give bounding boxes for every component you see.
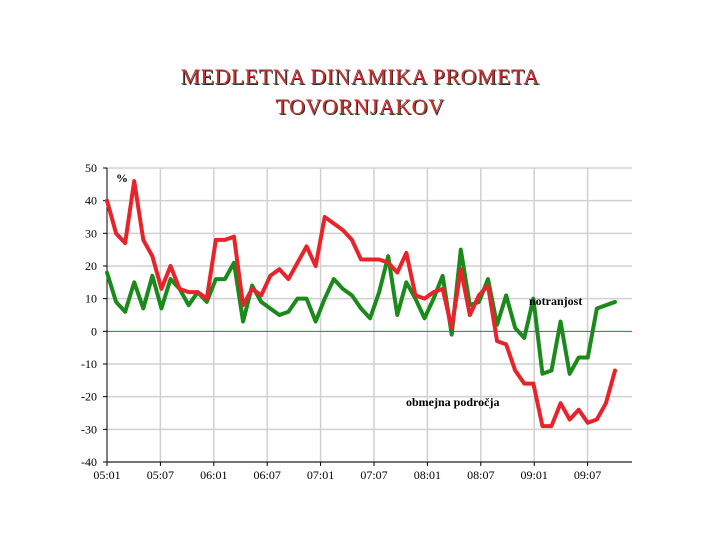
x-tick-label: 08:01 [414,468,441,482]
y-tick-label: -20 [81,390,97,404]
y-tick-label: 0 [91,324,97,338]
chart-title: MEDLETNA DINAMIKA PROMETA TOVORNJAKOV [0,62,720,122]
x-tick-label: 07:07 [360,468,387,482]
x-tick-label: 05:01 [93,468,120,482]
chart-title-line-1: MEDLETNA DINAMIKA PROMETA [180,64,540,89]
series-line-notranjost [105,247,617,376]
y-tick-label: 50 [85,161,97,175]
y-tick-label: 10 [85,292,97,306]
x-tick-label: 08:07 [467,468,494,482]
y-tick-label: -30 [81,422,97,436]
y-tick-label: 40 [85,194,97,208]
x-tick-label: 09:01 [521,468,548,482]
y-tick-label: -40 [81,455,97,469]
series-label-notranjost: notranjost [529,294,582,308]
x-tick-label: 09:07 [574,468,601,482]
y-tick-label: 20 [85,259,97,273]
x-tick-label: 06:07 [254,468,281,482]
series-label-obmejna-podrocja: obmejna področja [406,395,499,409]
x-tick-label: 06:01 [200,468,227,482]
chart-title-line-2: TOVORNJAKOV [275,94,445,119]
series-line-obmejna-podrocja [105,179,617,429]
y-axis-label: % [116,171,128,185]
y-tick-label: -10 [81,357,97,371]
x-tick-label: 05:07 [147,468,174,482]
y-tick-label: 30 [85,226,97,240]
x-tick-label: 07:01 [307,468,334,482]
